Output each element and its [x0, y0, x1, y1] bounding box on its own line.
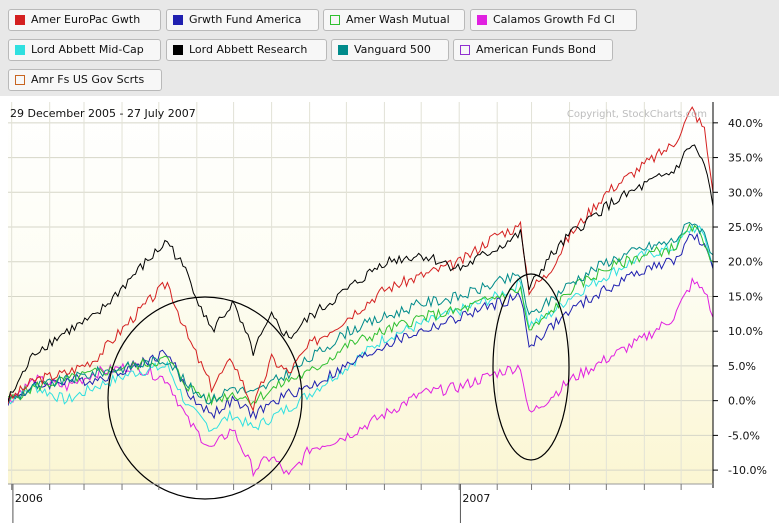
y-tick-label: -10.0% [728, 464, 767, 477]
legend-label: American Funds Bond [476, 43, 596, 56]
legend-label: Amr Fs US Gov Scrts [31, 73, 145, 86]
legend-item-lord-abbett-research[interactable]: Lord Abbett Research [166, 39, 327, 61]
legend-label: Calamos Growth Fd Cl [493, 13, 615, 26]
legend-item-lord-abbett-mid-cap[interactable]: Lord Abbett Mid-Cap [8, 39, 161, 61]
legend-swatch [460, 45, 470, 55]
y-tick-label: 30.0% [728, 186, 763, 199]
grid [8, 102, 713, 484]
y-tick-label: 35.0% [728, 152, 763, 165]
legend-swatch [15, 75, 25, 85]
annotation-ellipses [107, 273, 570, 500]
y-tick-label: -5.0% [728, 429, 760, 442]
series-line-lord-abbett-research [8, 144, 713, 402]
legend-swatch [338, 45, 348, 55]
series-group [8, 106, 713, 478]
legend-item-vanguard-500[interactable]: Vanguard 500 [331, 39, 449, 61]
line-chart: 40.0% 35.0% 30.0% 25.0% 20.0% 15.0% 10.0% 5.0% 0… [8, 102, 767, 523]
series-line-amer-europac-gwth [8, 106, 713, 412]
legend-label: Vanguard 500 [354, 43, 431, 56]
y-tick-label: 10.0% [728, 325, 763, 338]
copyright-watermark: Copyright, StockCharts.com [567, 109, 707, 120]
annotation-ellipse [492, 273, 570, 461]
y-tick-label: 15.0% [728, 290, 763, 303]
legend-swatch [477, 15, 487, 25]
legend-label: Lord Abbett Mid-Cap [31, 43, 144, 56]
legend-label: Lord Abbett Research [189, 43, 308, 56]
series-line-grwth-fund-america [8, 232, 713, 421]
legend-swatch [173, 45, 183, 55]
legend-item-american-funds-bond[interactable]: American Funds Bond [453, 39, 613, 61]
legend-item-amr-fs-us-gov-scrts[interactable]: Amr Fs US Gov Scrts [8, 69, 162, 91]
annotation-ellipse [107, 296, 303, 500]
series-line-lord-abbett-mid-cap [8, 224, 713, 433]
y-axis-ticks: 40.0% 35.0% 30.0% 25.0% 20.0% 15.0% 10.0% 5.0% 0… [713, 117, 767, 477]
legend-swatch [15, 45, 25, 55]
legend-label: Grwth Fund America [189, 13, 302, 26]
series-line-vanguard-500 [8, 221, 713, 405]
y-tick-label: 40.0% [728, 117, 763, 130]
y-tick-label: 0.0% [728, 395, 756, 408]
legend-item-calamos-growth-fd-cl[interactable]: Calamos Growth Fd Cl [470, 9, 637, 31]
x-tick-label: 2006 [15, 492, 43, 505]
legend-swatch [15, 15, 25, 25]
x-axis-ticks: 2006 2007 [11, 484, 682, 523]
plot-area [8, 102, 713, 484]
x-tick-label: 2007 [462, 492, 490, 505]
date-range-label: 29 December 2005 - 27 July 2007 [10, 107, 196, 120]
legend-label: Amer Wash Mutual [346, 13, 450, 26]
y-tick-label: 5.0% [728, 360, 756, 373]
legend-item-amer-wash-mutual[interactable]: Amer Wash Mutual [323, 9, 465, 31]
y-tick-label: 20.0% [728, 256, 763, 269]
legend-label: Amer EuroPac Gwth [31, 13, 141, 26]
legend-item-grwth-fund-america[interactable]: Grwth Fund America [166, 9, 319, 31]
legend-swatch [330, 15, 340, 25]
legend: Amer EuroPac Gwth Grwth Fund America Ame… [0, 0, 779, 96]
legend-swatch [173, 15, 183, 25]
y-tick-label: 25.0% [728, 221, 763, 234]
legend-item-amer-europac-gwth[interactable]: Amer EuroPac Gwth [8, 9, 161, 31]
